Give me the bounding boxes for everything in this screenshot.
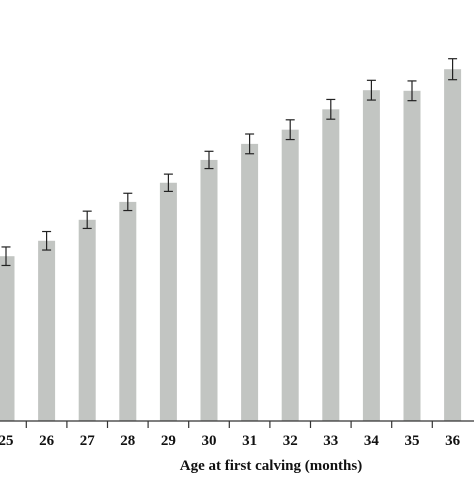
x-tick-label-26: 26	[39, 433, 55, 449]
error-bar-35	[407, 80, 417, 102]
x-tick-label-33: 33	[323, 433, 338, 449]
bar-34	[362, 90, 380, 421]
x-ticks-layer	[25, 421, 433, 428]
x-tick-label-34: 34	[364, 433, 380, 449]
error-bar-25	[1, 246, 11, 267]
x-tick-label-30: 30	[202, 433, 217, 449]
x-tick-label-29: 29	[161, 433, 176, 449]
error-bar-34	[366, 79, 376, 101]
x-tick-labels-layer: 25 26 27 28 29 30 31 32 33 34 35 36	[0, 433, 461, 449]
error-bar-27	[82, 210, 92, 230]
x-tick-label-31: 31	[242, 433, 257, 449]
error-bar-26	[42, 230, 52, 251]
error-bar-31	[245, 133, 255, 155]
bar-27	[78, 219, 96, 421]
error-bar-29	[163, 173, 173, 193]
x-tick-label-25: 25	[0, 433, 14, 449]
error-bar-32	[285, 119, 295, 141]
bar-31	[241, 143, 259, 421]
error-bars-layer	[1, 58, 458, 267]
bar-36	[444, 69, 462, 421]
x-tick-label-27: 27	[80, 433, 96, 449]
x-tick-label-28: 28	[120, 433, 135, 449]
bar-28	[119, 201, 137, 421]
x-tick-label-35: 35	[405, 433, 420, 449]
error-bar-36	[448, 58, 458, 81]
error-bar-28	[123, 192, 133, 212]
x-tick-label-32: 32	[283, 433, 298, 449]
bar-30	[200, 159, 218, 421]
bar-33	[322, 109, 340, 421]
x-tick-label-36: 36	[445, 433, 461, 449]
bar-35	[403, 90, 421, 421]
bar-29	[159, 182, 177, 421]
error-bar-30	[204, 150, 214, 170]
bars-layer	[0, 69, 462, 421]
bar-26	[38, 240, 56, 421]
x-axis-title: Age at first calving (months)	[180, 458, 362, 474]
bar-25	[0, 256, 15, 421]
bar-32	[281, 129, 299, 421]
error-bar-33	[326, 98, 336, 120]
